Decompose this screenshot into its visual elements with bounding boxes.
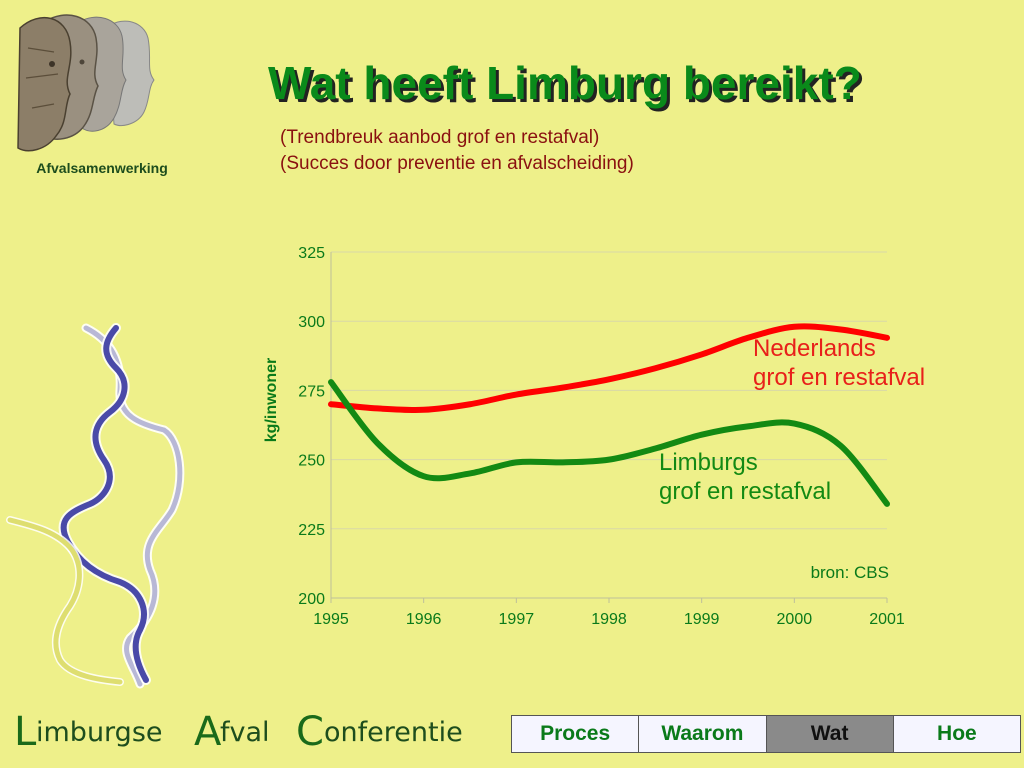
chart-axes bbox=[330, 252, 888, 603]
x-tick-label-1998: 1998 bbox=[591, 611, 627, 628]
limburg-river-map bbox=[6, 323, 185, 689]
nav-tab-wat[interactable]: Wat bbox=[766, 716, 894, 752]
afvalsamenwerking-logo bbox=[14, 8, 184, 158]
source-annotation: bron: CBS bbox=[811, 563, 889, 582]
nav-tab-waarom[interactable]: Waarom bbox=[639, 716, 767, 752]
y-tick-label-225: 225 bbox=[298, 522, 325, 539]
limburgse-afval-conferentie-brand: L imburgse A fval C onferentie bbox=[14, 709, 463, 755]
nav-tab-hoe[interactable]: Hoe bbox=[893, 716, 1020, 752]
x-tick-label-1995: 1995 bbox=[313, 611, 349, 628]
svg-text:C: C bbox=[296, 709, 324, 755]
y-tick-label-200: 200 bbox=[298, 591, 325, 608]
x-tick-label-2001: 2001 bbox=[869, 611, 905, 628]
chart-series bbox=[328, 323, 890, 507]
y-tick-label-300: 300 bbox=[298, 314, 325, 331]
series-label-limburgs-line2: grof en restafval bbox=[659, 478, 831, 505]
y-tick-label-325: 325 bbox=[298, 245, 325, 262]
series-label-nederlands-line1: Nederlands bbox=[753, 335, 876, 362]
x-tick-label-1997: 1997 bbox=[499, 611, 535, 628]
series-label-limburgs-line1: Limburgs bbox=[659, 449, 758, 476]
brand-word-limburgse: imburgse bbox=[36, 717, 163, 748]
x-tick-label-2000: 2000 bbox=[777, 611, 813, 628]
waste-trend-chart: 200 225 250 275 300 325 1995 1996 1997 1998 1999 20… bbox=[263, 245, 925, 628]
y-axis-label: kg/inwoner bbox=[263, 358, 280, 442]
svg-text:L: L bbox=[14, 709, 37, 755]
series-label-nederlands-line2: grof en restafval bbox=[753, 364, 925, 391]
chart-tick-labels: 200 225 250 275 300 325 1995 1996 1997 1998 1999 20… bbox=[298, 245, 905, 628]
svg-text:A: A bbox=[194, 709, 222, 755]
brand-word-afval: fval bbox=[220, 717, 270, 748]
nav-tab-proces[interactable]: Proces bbox=[512, 716, 640, 752]
subtitle-trendbreuk: (Trendbreuk aanbod grof en restafval) bbox=[280, 127, 600, 148]
subtitle-succes: (Succes door preventie en afvalscheiding… bbox=[280, 153, 634, 174]
page-title: Wat heeft Limburg bereikt? bbox=[268, 57, 862, 109]
y-tick-label-275: 275 bbox=[298, 383, 325, 400]
brand-word-conferentie: onferentie bbox=[324, 717, 463, 748]
logo-caption: Afvalsamenwerking bbox=[36, 160, 168, 176]
x-tick-label-1999: 1999 bbox=[684, 611, 720, 628]
section-navigation: Proces Waarom Wat Hoe bbox=[511, 715, 1021, 753]
x-tick-label-1996: 1996 bbox=[406, 611, 442, 628]
y-tick-label-250: 250 bbox=[298, 453, 325, 470]
